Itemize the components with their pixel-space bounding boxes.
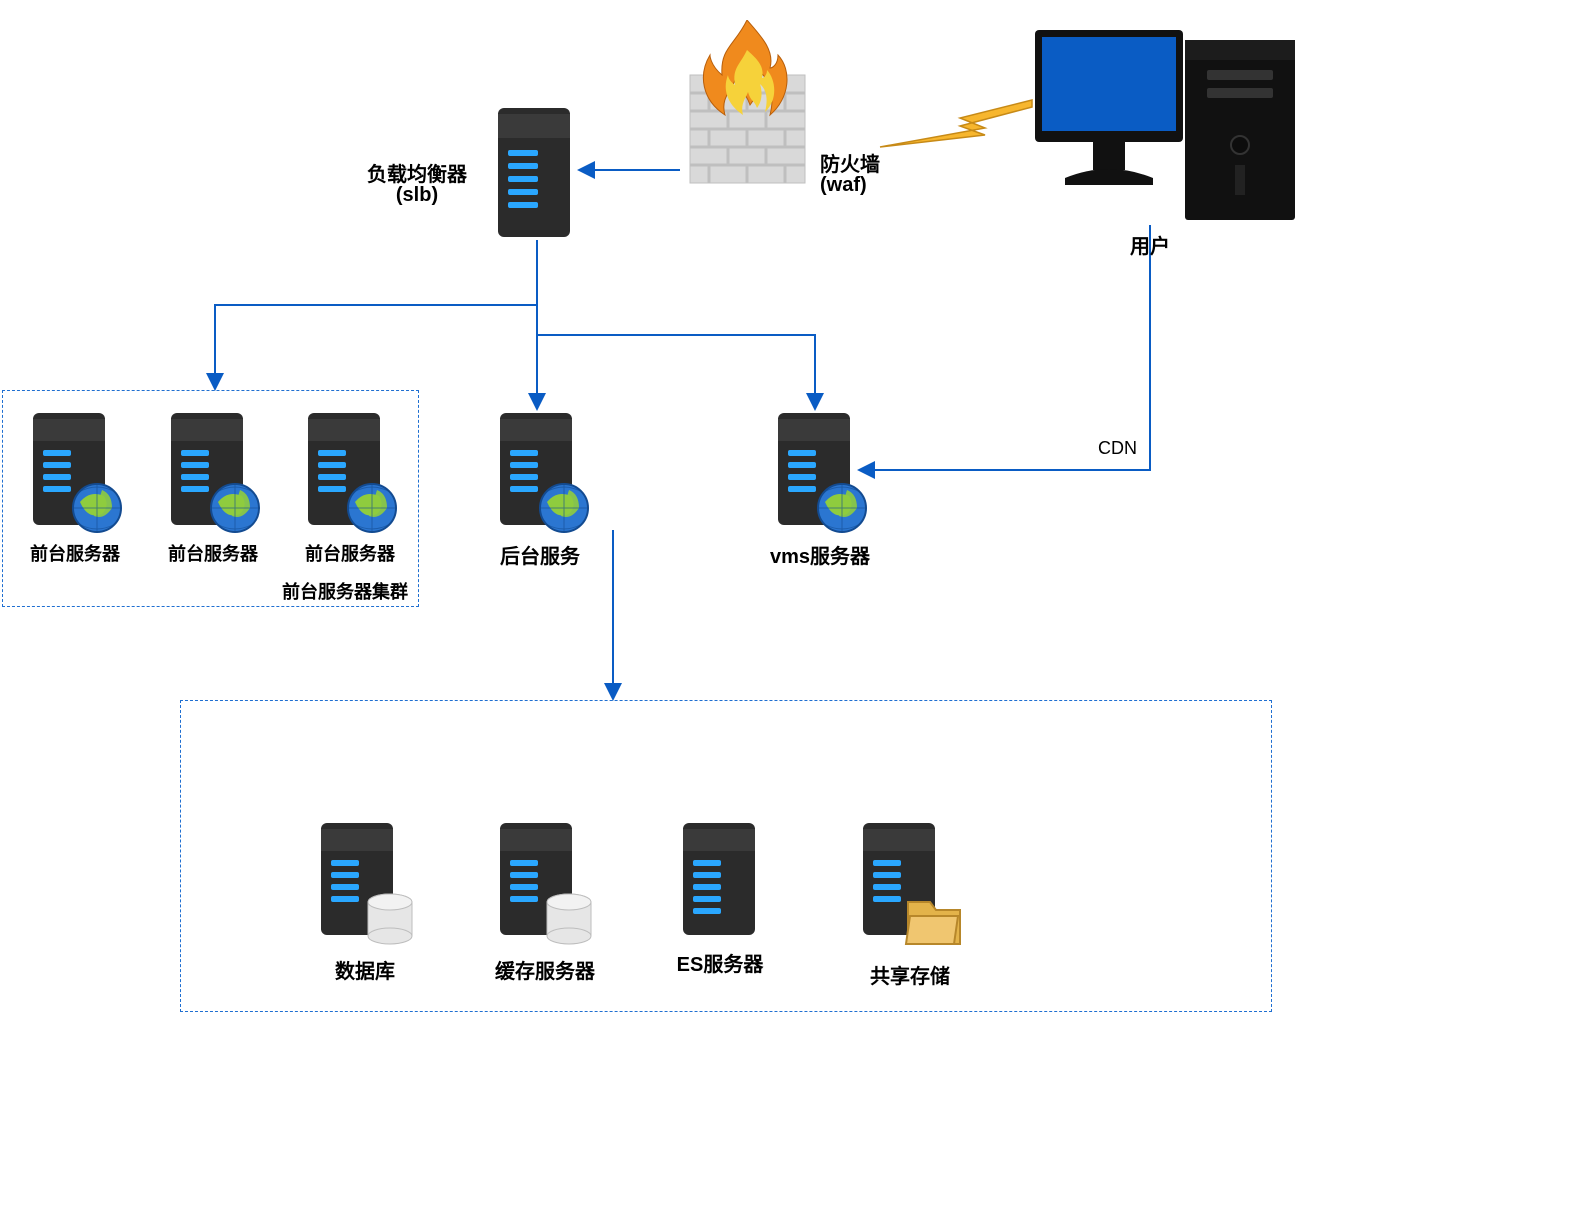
node-frontend-1 [30, 410, 125, 540]
cdn-label: CDN [1098, 438, 1137, 459]
vms-label: vms服务器 [745, 540, 895, 569]
frontend-2-label: 前台服务器 [153, 540, 273, 566]
database-label: 数据库 [310, 955, 420, 984]
server-globe-icon [30, 410, 125, 535]
node-storage [860, 820, 965, 955]
storage-label: 共享存储 [850, 960, 970, 989]
frontend-3-label: 前台服务器 [290, 540, 410, 566]
edge-slb-vms [537, 335, 815, 408]
server-db-icon [318, 820, 418, 950]
server-globe-icon [168, 410, 263, 535]
edge-slb-frontend [215, 305, 537, 388]
node-cache [497, 820, 597, 955]
cache-label: 缓存服务器 [480, 955, 610, 984]
backend-label: 后台服务 [480, 540, 600, 569]
architecture-diagram: 负载均衡器 (slb) [0, 0, 1570, 1218]
es-label: ES服务器 [660, 948, 780, 977]
server-folder-icon [860, 820, 965, 950]
node-user [1035, 10, 1295, 230]
node-backend [497, 410, 592, 540]
node-database [318, 820, 418, 955]
node-frontend-2 [168, 410, 263, 540]
frontend-cluster-label: 前台服务器集群 [270, 578, 420, 604]
slb-label-1: 负载均衡器 [352, 158, 482, 187]
lightning-icon [880, 100, 1032, 147]
server-icon [495, 105, 573, 240]
server-icon [680, 820, 758, 940]
edge-user-cdn-vms [860, 225, 1150, 470]
node-frontend-3 [305, 410, 400, 540]
frontend-1-label: 前台服务器 [15, 540, 135, 566]
firewall-icon [680, 20, 815, 185]
server-db-icon [497, 820, 597, 950]
server-globe-icon [775, 410, 870, 535]
server-globe-icon [305, 410, 400, 535]
user-label: 用户 [1115, 230, 1185, 259]
firewall-label-1: 防火墙 [820, 148, 930, 177]
node-vms [775, 410, 870, 540]
client-pc-icon [1035, 10, 1295, 225]
node-es [680, 820, 758, 945]
slb-label-2: (slb) [352, 184, 482, 207]
firewall-label-2: (waf) [820, 174, 930, 197]
node-firewall [680, 20, 815, 190]
node-slb [495, 105, 573, 245]
server-globe-icon [497, 410, 592, 535]
